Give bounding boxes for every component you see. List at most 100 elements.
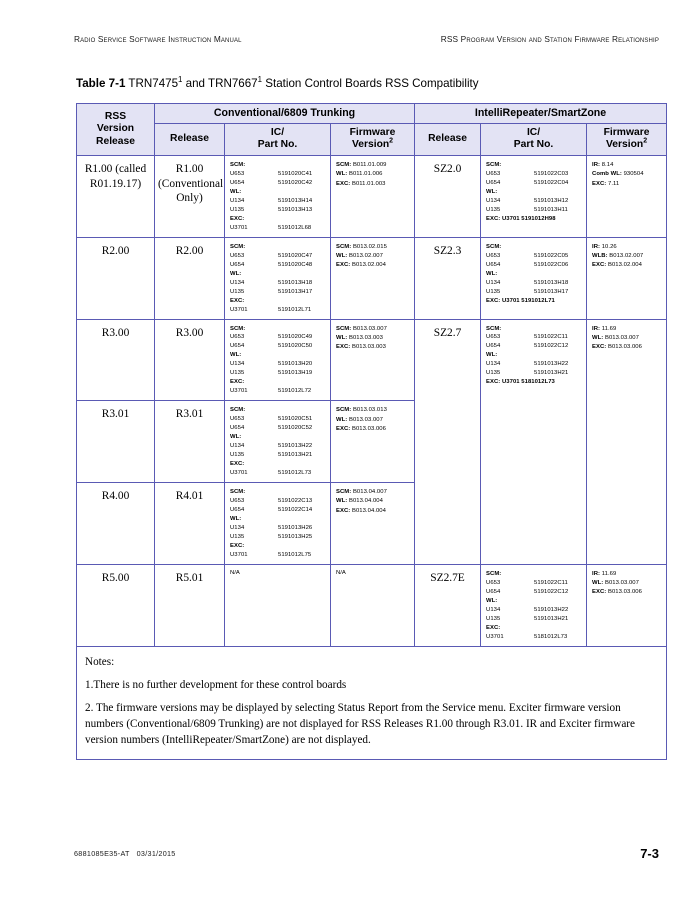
part-line: U654 5191020C42: [230, 179, 313, 186]
part-line: U653 5191020C41: [230, 170, 313, 177]
part-line-exc-inline: EXC: U3701 5181012L73: [486, 379, 555, 386]
cell-ir-firmware: IR: 8.14 Comb WL: 930504 EXC: 7.11: [586, 155, 668, 238]
cell-conventional-release: R3.01: [154, 400, 225, 484]
part-line: U135 5191013H13: [230, 206, 313, 213]
table-row: R3.00 R3.00 SCM: U653 5191020C49 U654 5191…: [76, 318, 668, 565]
part-line: U134 5191013H18: [486, 279, 569, 286]
parts-group-label-scm: SCM:: [230, 407, 246, 414]
footer-date: 03/31/2015: [136, 849, 176, 858]
part-line: U135 5191013H17: [230, 288, 313, 295]
parts-group-label-wl: WL:: [486, 270, 498, 277]
cell-ir-firmware: IR: 11.69 WL: B013.03.007 EXC: B013.03.0…: [586, 563, 668, 647]
table-header-row-columns: Release IC/ Part No. Firmware Version2 R…: [77, 122, 668, 157]
part-line: U653 5191020C47: [230, 252, 313, 259]
firmware-line: WL: B013.03.003: [336, 334, 383, 341]
parts-group-label-wl: WL:: [230, 188, 242, 195]
cell-conventional-ic-partno: SCM: U653 5191020C49 U654 5191020C50 WL: U…: [224, 318, 331, 402]
rss-release-line1: R1.00 (called: [84, 163, 147, 176]
table-caption-label: Table 7-1: [76, 77, 126, 90]
parts-group-label-wl: WL:: [230, 270, 242, 277]
firmware-line: EXC: B013.03.006: [592, 589, 642, 596]
firmware-line: EXC: B013.04.004: [336, 507, 386, 514]
parts-group-label-wl: WL:: [230, 434, 242, 441]
firmware-line: EXC: B013.02.004: [592, 262, 642, 269]
table-header-row-groups: RSS Version Release Conventional/6809 Tr…: [76, 102, 668, 157]
header-conv-ic-line1: IC/: [270, 126, 285, 138]
parts-group-label-wl: WL:: [230, 515, 242, 522]
cell-rss-release: R4.00: [76, 482, 155, 565]
part-line: U135 5191013H21: [230, 452, 313, 459]
part-line: U135 5191013H11: [486, 206, 568, 213]
note-2: 2. The firmware versions may be displaye…: [85, 701, 635, 747]
parts-group-label-wl: WL:: [486, 188, 498, 195]
cell-rss-release: R2.00: [76, 236, 155, 320]
part-line-exc-inline: EXC: U3701 5191012H98: [486, 215, 556, 222]
parts-group-label-wl: WL:: [486, 597, 498, 604]
cell-conventional-firmware: SCM: B013.03.013 WL: B013.03.007 EXC: B0…: [329, 400, 416, 484]
parts-group-label-exc: EXC:: [486, 624, 501, 631]
parts-group-label-scm: SCM:: [230, 325, 246, 332]
cell-ir-release: SZ2.7: [414, 318, 482, 565]
table-caption-text-b: and TRN7667: [182, 77, 258, 90]
cell-conventional-firmware: SCM: B013.03.007 WL: B013.03.003 EXC: B0…: [329, 318, 416, 402]
parts-group-label-wl: WL:: [486, 352, 498, 359]
header-rss-line3: Release: [96, 135, 135, 147]
table-caption-text-c: Station Control Boards RSS Compatibility: [262, 77, 479, 90]
firmware-line: EXC: B011.01.003: [336, 180, 386, 187]
part-line: U134 5191013H22: [486, 361, 569, 368]
cell-conventional-ic-partno: SCM: U653 5191020C41 U654 5191020C42 WL: U…: [224, 155, 331, 238]
header-conv-fw-sup: 2: [389, 138, 394, 146]
part-line: U3701 5191012L72: [230, 388, 312, 395]
part-line: U134 5191013H26: [230, 524, 313, 531]
parts-group-label-wl: WL:: [230, 352, 242, 359]
header-group-conventional: Conventional/6809 Trunking: [153, 103, 416, 124]
running-head-right: RSS Program Version and Station Firmware…: [440, 34, 659, 44]
firmware-line: EXC: B013.03.003: [336, 344, 386, 351]
table-caption-text-a: TRN7475: [128, 77, 179, 90]
header-conv-fw-line1: Firmware: [349, 126, 396, 138]
part-line-exc-inline: EXC: U3701 5191012L71: [486, 297, 555, 304]
cell-conventional-ic-partno: SCM: U653 5191020C47 U654 5191020C48 WL: U…: [224, 236, 331, 320]
header-ir-ic-line1: IC/: [526, 126, 541, 138]
part-line: U3701 5191012L71: [230, 306, 312, 313]
cell-conventional-ic-partno: SCM: U653 5191020C51 U654 5191020C52 WL: U…: [224, 400, 331, 484]
firmware-line: WL: B013.03.007: [592, 334, 639, 341]
parts-group-label-exc: EXC:: [230, 379, 245, 386]
firmware-line: EXC: B013.03.006: [592, 344, 642, 351]
header-ir-fw-sup: 2: [643, 138, 648, 146]
part-line: U135 5191013H17: [486, 288, 569, 295]
firmware-line: WLB: B013.02.007: [592, 253, 644, 260]
part-line: U134 5191013H22: [230, 443, 313, 450]
parts-group-label-scm: SCM:: [230, 489, 246, 496]
cell-ir-release: SZ2.0: [414, 155, 482, 238]
part-line: U653 5191020C51: [230, 416, 313, 423]
parts-group-label-scm: SCM:: [486, 162, 502, 169]
header-ir-ic-line2: Part No.: [513, 139, 554, 151]
part-line: U135 5191013H19: [230, 370, 313, 377]
cell-ir-firmware: IR: 11.69 WL: B013.03.007 EXC: B013.03.0…: [586, 318, 668, 565]
firmware-line: WL: B013.03.007: [592, 580, 639, 587]
part-line: U653 5191020C49: [230, 334, 313, 341]
part-line: U654 5191020C50: [230, 343, 313, 350]
part-line: U135 5191013H25: [230, 533, 313, 540]
part-line: U653 5191022C05: [486, 252, 569, 259]
header-ir-firmware-version: Firmware Version2: [586, 122, 668, 157]
firmware-line: IR: 8.14: [592, 162, 614, 169]
part-line: U653 5191022C11: [486, 579, 568, 586]
cell-conventional-release: R5.01: [154, 563, 225, 647]
cell-conventional-firmware: SCM: B013.02.015 WL: B013.02.007 EXC: B0…: [329, 236, 416, 320]
parts-group-label-scm: SCM:: [486, 325, 502, 332]
firmware-line: EXC: 7.11: [592, 180, 620, 187]
page-footer: 6881085E35-AT 03/31/2015 7-3: [74, 846, 659, 862]
firmware-line: WL: B013.04.004: [336, 498, 383, 505]
cell-conventional-firmware: SCM: B013.04.007 WL: B013.04.004 EXC: B0…: [329, 482, 416, 565]
conv-release-line3: Only): [176, 192, 203, 205]
cell-ir-release: SZ2.3: [414, 236, 482, 320]
table-row: R1.00 (called R01.19.17) R1.00 (Conventi…: [76, 155, 668, 238]
cell-conventional-release: R2.00: [154, 236, 225, 320]
table-caption-sup-b: 1: [257, 75, 263, 85]
parts-group-label-exc: EXC:: [230, 215, 245, 222]
footer-doc-id: 6881085E35-AT: [74, 849, 130, 858]
part-line: U654 5191022C14: [230, 506, 313, 513]
